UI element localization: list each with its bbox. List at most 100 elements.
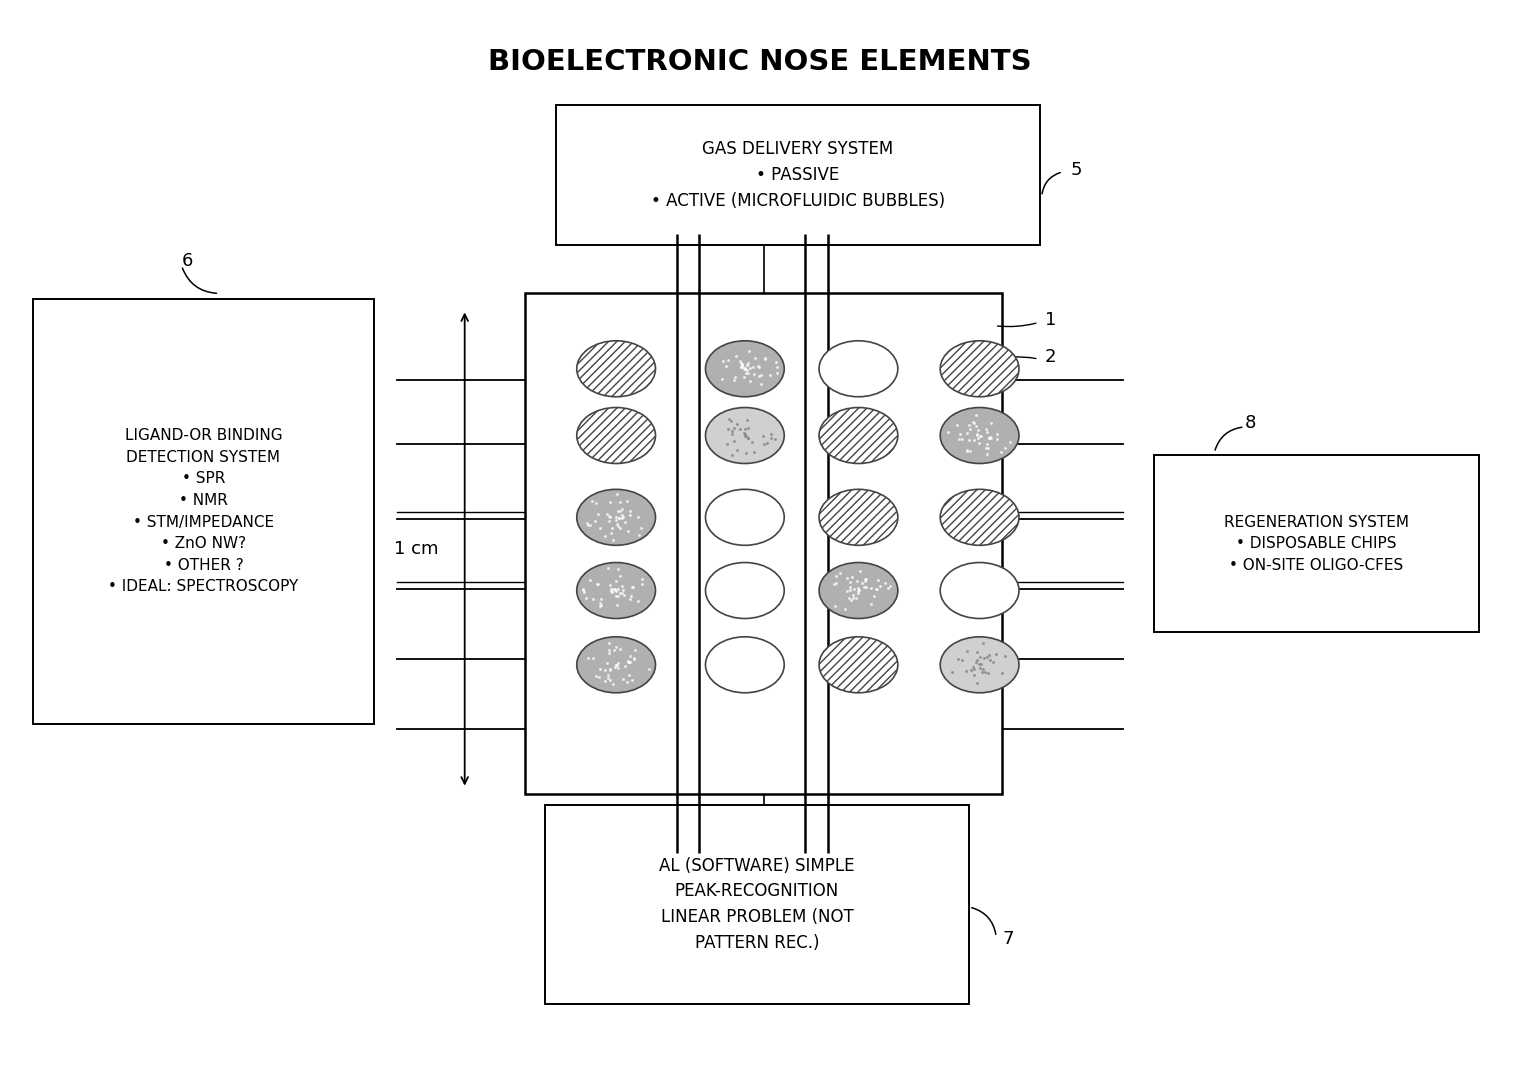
Point [749, 375, 774, 393]
Point [736, 430, 760, 447]
Point [935, 424, 959, 441]
Point [720, 425, 745, 443]
Point [631, 575, 655, 592]
Text: 2: 2 [1044, 348, 1056, 366]
Point [974, 421, 999, 438]
Point [608, 641, 632, 658]
Point [838, 581, 862, 598]
Point [603, 580, 628, 597]
Point [838, 573, 862, 591]
Point [971, 660, 996, 677]
Point [610, 506, 634, 524]
Point [590, 596, 614, 613]
Point [616, 523, 640, 540]
Point [748, 367, 772, 384]
Circle shape [819, 341, 898, 397]
Text: 1 cm: 1 cm [394, 540, 439, 557]
Point [637, 660, 661, 677]
Point [711, 353, 736, 370]
Circle shape [705, 563, 784, 619]
Point [859, 595, 883, 612]
Circle shape [705, 637, 784, 692]
Point [965, 426, 990, 444]
Point [619, 588, 643, 605]
Point [617, 502, 641, 519]
Point [603, 582, 628, 599]
Point [990, 664, 1014, 682]
Point [737, 343, 762, 360]
Point [824, 567, 848, 584]
Point [848, 563, 872, 580]
Point [608, 493, 632, 511]
Point [748, 359, 772, 377]
Point [824, 575, 848, 592]
Point [740, 434, 765, 451]
Point [730, 356, 754, 373]
Point [600, 519, 625, 537]
Point [976, 430, 1000, 447]
Point [581, 590, 605, 607]
Point [603, 581, 628, 598]
Point [763, 430, 787, 447]
Point [606, 560, 631, 578]
Point [964, 654, 988, 671]
Point [603, 638, 628, 656]
Point [851, 578, 876, 595]
Point [968, 655, 993, 672]
Circle shape [819, 408, 898, 463]
Point [742, 365, 766, 382]
Text: AL (SOFTWARE) SIMPLE
PEAK-RECOGNITION
LINEAR PROBLEM (NOT
PATTERN REC.): AL (SOFTWARE) SIMPLE PEAK-RECOGNITION LI… [660, 857, 854, 952]
Point [845, 580, 869, 597]
Point [733, 360, 757, 378]
Point [955, 424, 979, 441]
Point [578, 571, 602, 589]
Point [850, 573, 874, 591]
Point [597, 642, 622, 659]
Text: GAS DELIVERY SYSTEM
• PASSIVE
• ACTIVE (MICROFLUIDIC BUBBLES): GAS DELIVERY SYSTEM • PASSIVE • ACTIVE (… [651, 141, 945, 210]
Point [593, 527, 617, 544]
Circle shape [576, 489, 655, 545]
Point [606, 588, 631, 605]
Point [728, 353, 752, 370]
Point [965, 422, 990, 439]
Point [865, 581, 889, 598]
Point [629, 519, 654, 537]
Point [752, 351, 777, 368]
Point [965, 430, 990, 447]
Point [585, 576, 610, 593]
Point [959, 662, 983, 679]
Point [845, 584, 869, 602]
Point [967, 656, 991, 673]
Point [962, 660, 986, 677]
Point [722, 371, 746, 388]
Point [859, 579, 883, 596]
Point [961, 658, 985, 675]
Bar [546, 805, 968, 1004]
Point [964, 407, 988, 424]
Point [985, 431, 1009, 448]
Point [622, 650, 646, 668]
Point [955, 441, 979, 459]
Point [763, 354, 787, 371]
Point [841, 568, 865, 585]
Point [597, 662, 622, 679]
Text: 1: 1 [1044, 312, 1056, 329]
Point [603, 656, 628, 673]
Point [958, 432, 982, 449]
Point [576, 516, 600, 533]
Point [950, 651, 974, 669]
Point [590, 591, 614, 608]
Circle shape [819, 563, 898, 619]
Point [748, 368, 772, 385]
Point [596, 559, 620, 577]
Circle shape [941, 563, 1018, 619]
Point [599, 524, 623, 541]
Point [605, 502, 629, 519]
Point [626, 593, 651, 610]
Point [594, 654, 619, 671]
Point [751, 436, 775, 453]
Point [853, 572, 877, 590]
Point [734, 365, 758, 382]
Point [613, 657, 637, 674]
Point [617, 506, 641, 524]
